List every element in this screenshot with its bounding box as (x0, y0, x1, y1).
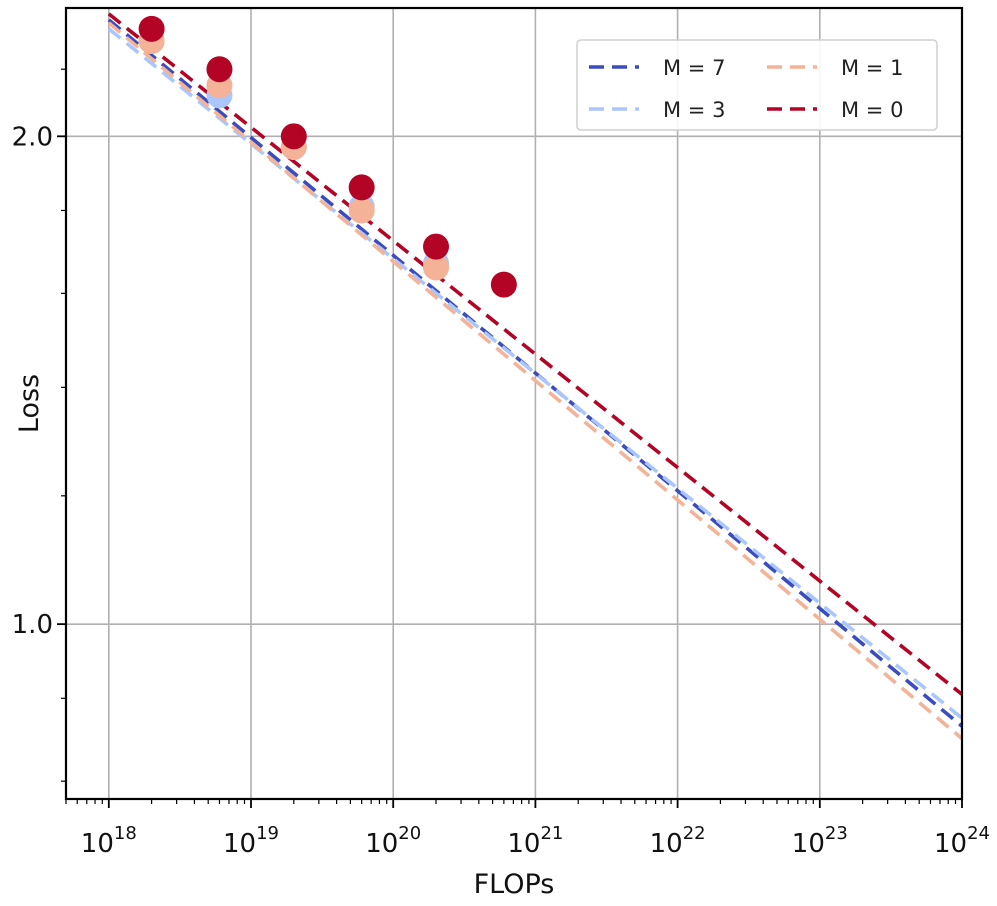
data-points (138, 15, 517, 298)
legend-label-m-0: M = 0 (841, 98, 903, 122)
y-tick-label: 2.0 (12, 122, 53, 152)
point-m-0 (423, 233, 450, 260)
point-m-1 (423, 254, 450, 281)
x-tick-label: 1018 (81, 823, 137, 859)
y-tick-label: 1.0 (12, 610, 53, 640)
x-axis-title: FLOPs (474, 869, 555, 900)
point-m-0 (138, 15, 165, 42)
legend: M = 7 M = 1 M = 3 M = 0 (576, 39, 938, 131)
x-tick-label: 1019 (223, 823, 279, 859)
x-tick-label: 1023 (792, 823, 848, 859)
axis-ticks (57, 68, 963, 808)
fit-lines (107, 12, 964, 740)
legend-label-m-3: M = 3 (663, 98, 725, 122)
plot-frame (64, 6, 964, 801)
fit-line-m-0 (107, 12, 964, 696)
x-tick-label: 1020 (365, 823, 421, 859)
point-m-0 (206, 56, 233, 83)
tick-labels: 1018 1019 1020 1021 1022 1023 1024 1.0 2.0 (12, 122, 990, 859)
point-m-0 (490, 271, 517, 298)
x-tick-label: 1024 (934, 823, 990, 859)
point-m-1 (348, 197, 375, 224)
x-tick-label: 1021 (507, 823, 563, 859)
legend-label-m-1: M = 1 (841, 56, 903, 80)
y-axis-title: Loss (14, 374, 45, 433)
point-m-0 (348, 174, 375, 201)
legend-box (576, 39, 938, 131)
fit-line-m-7 (107, 18, 964, 728)
fit-line-m-1 (107, 21, 964, 740)
x-tick-label: 1022 (650, 823, 706, 859)
point-m-0 (280, 123, 307, 150)
legend-label-m-7: M = 7 (663, 56, 725, 80)
